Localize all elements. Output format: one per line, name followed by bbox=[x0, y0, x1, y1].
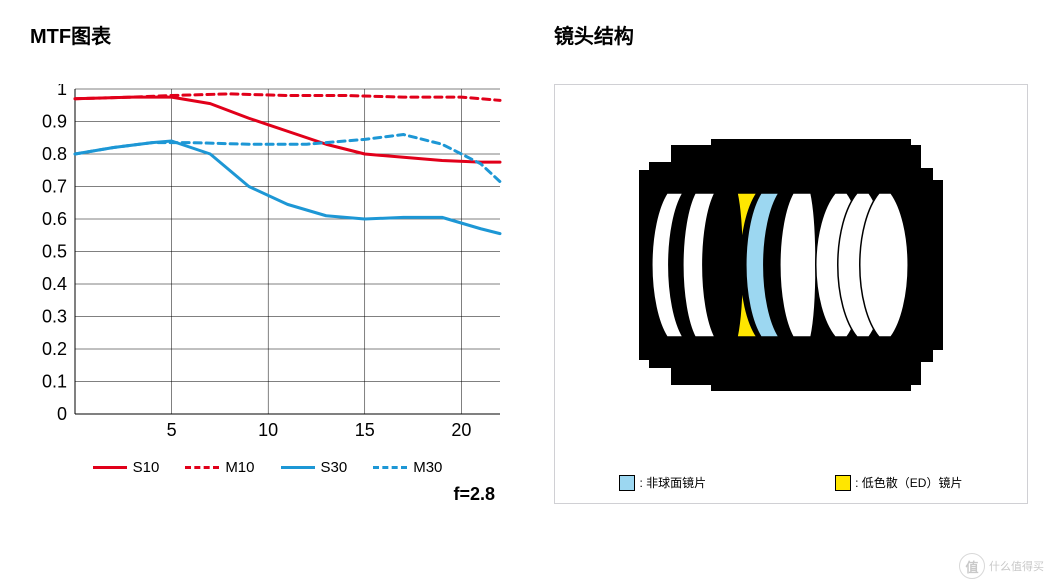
legend-label: S30 bbox=[321, 459, 348, 476]
svg-text:0.7: 0.7 bbox=[42, 177, 67, 197]
mtf-legend: S10 M10 S30 M30 bbox=[30, 459, 505, 476]
legend-item: S10 bbox=[93, 459, 160, 476]
legend-item: M30 bbox=[373, 459, 442, 476]
lens-diagram: : 非球面镜片 : 低色散（ED）镜片 bbox=[554, 84, 1028, 504]
legend-item: S30 bbox=[281, 459, 348, 476]
svg-text:0.3: 0.3 bbox=[42, 307, 67, 327]
svg-text:0.6: 0.6 bbox=[42, 209, 67, 229]
legend-label: S10 bbox=[133, 459, 160, 476]
svg-text:0.2: 0.2 bbox=[42, 339, 67, 359]
legend-line-icon bbox=[281, 466, 315, 469]
svg-text:15: 15 bbox=[355, 420, 375, 440]
watermark-icon: 值 bbox=[959, 553, 985, 579]
svg-text:20: 20 bbox=[451, 420, 471, 440]
watermark-text: 什么值得买 bbox=[989, 558, 1044, 574]
svg-text:5: 5 bbox=[167, 420, 177, 440]
diagram-legend: : 非球面镜片 : 低色散（ED）镜片 bbox=[555, 474, 1027, 491]
svg-text:0.8: 0.8 bbox=[42, 144, 67, 164]
svg-text:0.4: 0.4 bbox=[42, 274, 67, 294]
legend-line-icon bbox=[185, 466, 219, 469]
svg-text:0: 0 bbox=[57, 404, 67, 424]
asph-label: : 非球面镜片 bbox=[639, 474, 706, 491]
svg-text:0.1: 0.1 bbox=[42, 372, 67, 392]
legend-item: M10 bbox=[185, 459, 254, 476]
legend-label: M10 bbox=[225, 459, 254, 476]
mtf-chart: 5 10 15 20 0 0.1 0.2 0.3 0.4 0.5 0.6 0.7 0.8 0.9 1 S10… bbox=[30, 84, 505, 505]
aperture-label: f=2.8 bbox=[30, 484, 505, 505]
ed-label: : 低色散（ED）镜片 bbox=[855, 474, 962, 491]
ed-swatch bbox=[835, 475, 851, 491]
legend-line-icon bbox=[373, 466, 407, 469]
svg-text:0.5: 0.5 bbox=[42, 242, 67, 262]
legend-line-icon bbox=[93, 466, 127, 469]
svg-text:0.9: 0.9 bbox=[42, 112, 67, 132]
construction-title: 镜头结构 bbox=[554, 20, 1028, 49]
asph-swatch bbox=[619, 475, 635, 491]
mtf-title: MTF图表 bbox=[30, 20, 514, 49]
svg-text:10: 10 bbox=[258, 420, 278, 440]
svg-text:1: 1 bbox=[57, 84, 67, 99]
legend-label: M30 bbox=[413, 459, 442, 476]
watermark: 值 什么值得买 bbox=[959, 553, 1044, 579]
